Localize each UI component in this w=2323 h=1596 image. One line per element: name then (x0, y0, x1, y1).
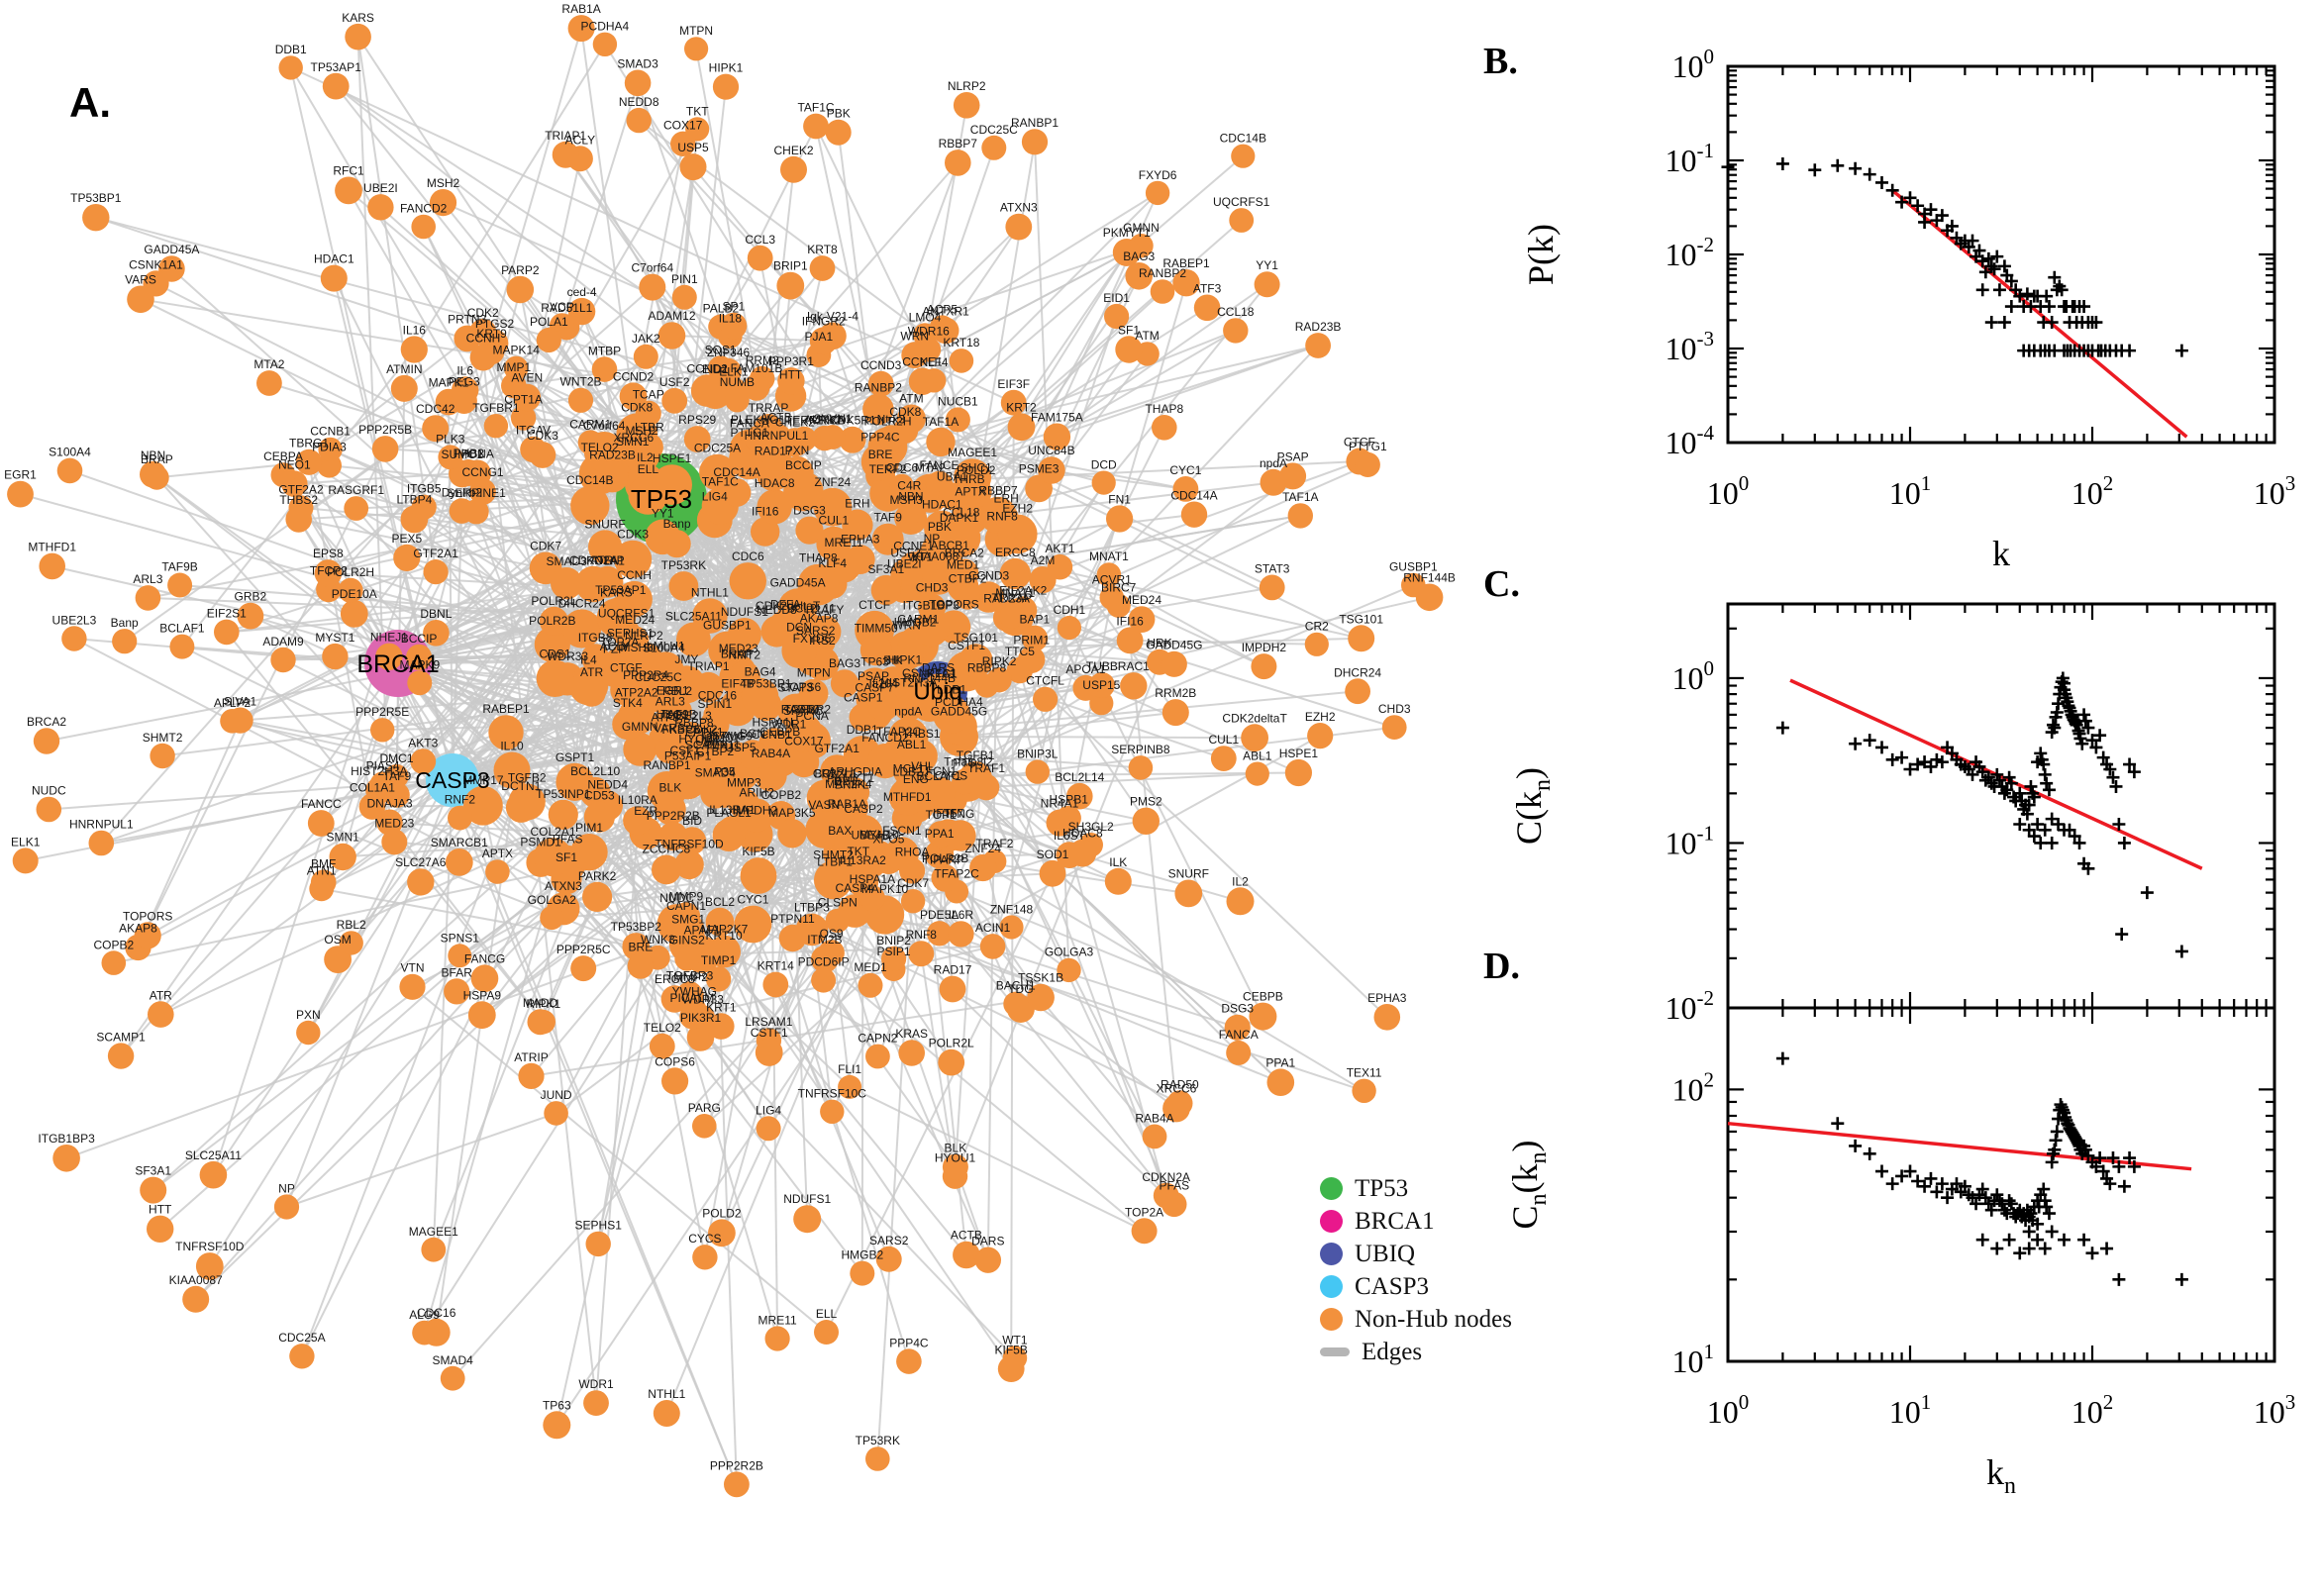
plot-frame (1726, 602, 2276, 1010)
network-panel: CSTF1KLF4TFAP2CHIST2H3AMED1MSH3RNF8ERCC8… (4, 2, 1456, 1498)
tick-label: 100 (1672, 656, 1715, 696)
axis-title: Cn(kn) (1505, 1140, 1552, 1229)
hub-node-casp3[interactable] (426, 753, 479, 807)
fit-line (1891, 188, 2188, 439)
node-swatch-icon (1320, 1210, 1343, 1233)
tick-label: 101 (1889, 1390, 1932, 1430)
legend-item-casp3: CASP3 (1320, 1270, 1512, 1303)
plot-frame (1726, 1006, 2276, 1363)
panel-b-plot: 100 101 102 103 100 10-1 10-2 10-3 10-4 k P(k) (1521, 45, 2295, 573)
tick-label: 100 (1707, 471, 1750, 511)
node-labels-layer: CSTF1KLF4TFAP2CHIST2H3AMED1MSH3RNF8ERCC8… (4, 2, 1456, 1472)
tick-label: 101 (1889, 471, 1932, 511)
tick-label: 103 (2254, 471, 2296, 511)
axis-title: P(k) (1521, 224, 1561, 285)
tick-label: 10-2 (1666, 233, 1715, 272)
tick-label: 10-2 (1666, 986, 1715, 1026)
legend: TP53 BRCA1 UBIQ CASP3 Non-Hub nodes Edges (1320, 1172, 1512, 1368)
panel-label-d: D. (1483, 946, 1520, 987)
tick-label: 101 (1672, 1340, 1715, 1379)
node-swatch-icon (1320, 1308, 1343, 1331)
tick-label: 10-1 (1666, 821, 1715, 860)
axis-ticks (1726, 1008, 2276, 1363)
plot-frame (1726, 64, 2276, 445)
legend-item-label: TP53 (1355, 1174, 1409, 1202)
legend-item-label: CASP3 (1355, 1272, 1430, 1300)
scatter-points (1721, 156, 2188, 357)
scatter-points (1775, 671, 2188, 958)
panel-label-a: A. (69, 79, 111, 126)
legend-item-label: Non-Hub nodes (1355, 1305, 1513, 1333)
node-swatch-icon (1320, 1177, 1343, 1200)
node-swatch-icon (1320, 1243, 1343, 1265)
tick-label: 10-4 (1666, 421, 1715, 460)
legend-item-ubiq: UBIQ (1320, 1238, 1512, 1270)
legend-item-label: UBIQ (1355, 1240, 1416, 1267)
tick-label: 102 (2071, 471, 2114, 511)
legend-item-edges: Edges (1320, 1336, 1512, 1368)
panel-label-c: C. (1483, 563, 1520, 605)
legend-item-brca1: BRCA1 (1320, 1205, 1512, 1238)
axis-ticks (1726, 64, 2276, 445)
tick-label: 103 (2254, 1390, 2296, 1430)
tick-label: 10-3 (1666, 327, 1715, 366)
tick-label: 100 (1672, 45, 1715, 84)
legend-item-tp53: TP53 (1320, 1172, 1512, 1205)
edge-swatch-icon (1320, 1347, 1350, 1356)
axis-title: C(kn) (1509, 767, 1556, 845)
node-swatch-icon (1320, 1275, 1343, 1298)
tick-label: 102 (1672, 1067, 1715, 1107)
tick-label: 102 (2071, 1390, 2114, 1430)
legend-item-non-hub-nodes: Non-Hub nodes (1320, 1303, 1512, 1336)
tick-label: 10-1 (1666, 139, 1715, 178)
non-hub-nodes-layer (7, 15, 1444, 1498)
legend-item-label: Edges (1362, 1338, 1423, 1365)
tick-label: 100 (1707, 1390, 1750, 1430)
panel-label-b: B. (1483, 41, 1518, 82)
axis-ticks (1726, 604, 2276, 1010)
axis-title: kn (1986, 1452, 2016, 1499)
fit-line (1727, 1121, 2192, 1171)
scatter-points (1775, 1051, 2188, 1286)
axis-title: k (1992, 534, 2010, 573)
panel-c-plot: 100 10-1 10-2 C(kn) (1509, 602, 2276, 1026)
panel-d-plot: 100 101 102 103 102 101 kn Cn(kn) (1505, 1006, 2296, 1499)
legend-item-label: BRCA1 (1355, 1207, 1435, 1235)
